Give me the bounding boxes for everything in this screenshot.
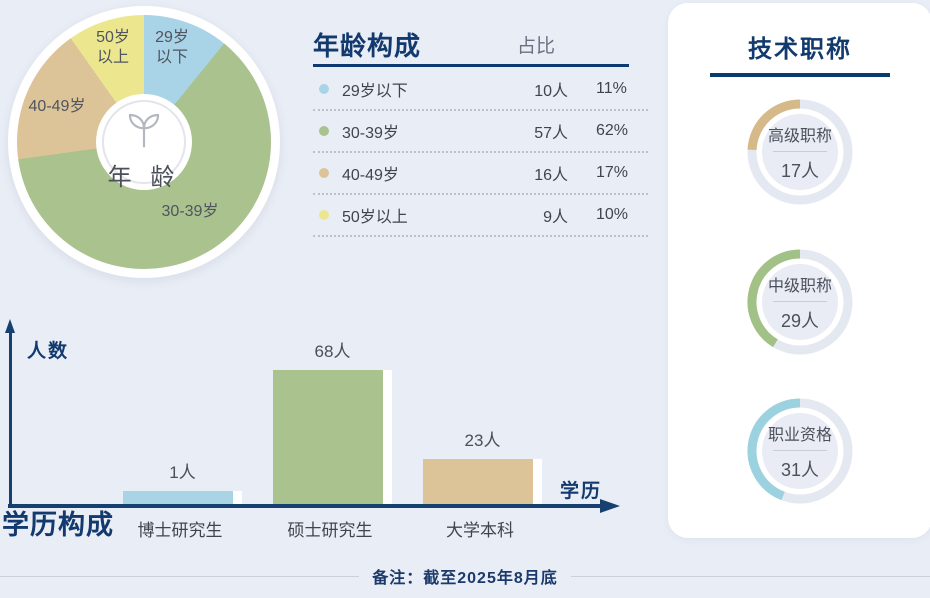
age-row-percent: 17% — [596, 164, 629, 181]
ring-label: 职业资格 — [767, 426, 832, 444]
table-row: 40-49岁 16人 17% — [313, 153, 648, 195]
y-axis-label: 人数 — [27, 341, 70, 362]
table-row: 30-39岁 57人 62% — [313, 111, 648, 153]
pie-label-40-49: 40-49岁 — [28, 98, 86, 115]
footer-divider-left — [0, 575, 360, 577]
table-row: 50岁以上 9人 10% — [313, 195, 648, 237]
age-row-label: 30-39岁 — [342, 125, 399, 142]
ring-senior-title: 高级职称 17人 — [742, 94, 858, 210]
ring-count: 29人 — [780, 310, 820, 331]
bar-value-label: 23人 — [464, 431, 501, 450]
footer-note: 备注：截至2025年8月底 — [0, 564, 930, 588]
ring-count: 31人 — [780, 459, 820, 480]
bar-category-label: 博士研究生 — [137, 521, 223, 540]
age-table-underline — [313, 64, 629, 67]
bar-rect — [423, 459, 542, 504]
legend-dot — [319, 210, 329, 220]
age-row-count: 10人 — [534, 83, 568, 100]
footer-note-text: 备注：截至2025年8月底 — [372, 570, 558, 587]
y-axis — [9, 332, 12, 508]
technical-titles-card: 技术职称 高级职称 17人 中级职称 29人 — [668, 3, 930, 538]
technical-titles-underline — [710, 73, 890, 77]
ring-separator — [773, 150, 827, 152]
age-table-title: 年龄构成 — [313, 32, 422, 61]
ring-intermediate-title: 中级职称 29人 — [742, 244, 858, 360]
age-row-count: 16人 — [534, 167, 568, 184]
bar-category-label: 大学本科 — [446, 521, 514, 540]
ring-count: 17人 — [780, 160, 820, 181]
age-row-percent: 10% — [596, 206, 629, 223]
legend-dot — [319, 126, 329, 136]
ring-label: 中级职称 — [767, 277, 832, 295]
age-donut-center-label: 年 龄 — [107, 164, 181, 191]
table-row: 29岁以下 10人 11% — [313, 69, 648, 111]
age-table-ratio-header: 占比 — [517, 36, 556, 57]
pie-label-under29: 29岁 以下 — [155, 29, 189, 66]
y-axis-arrow-icon — [5, 319, 15, 333]
bar-rect — [273, 370, 392, 504]
bar-value-label: 68人 — [314, 342, 351, 361]
ring-label: 高级职称 — [767, 127, 832, 145]
education-chart-title: 学历构成 — [2, 510, 114, 540]
legend-dot — [319, 84, 329, 94]
age-table: 年龄构成 占比 29岁以下 10人 11% 30-39岁 57人 62% 40-… — [313, 26, 648, 237]
ring-separator — [773, 449, 827, 451]
bar-doctoral: 1人 — [123, 458, 242, 504]
x-axis-label: 学历 — [560, 481, 603, 502]
pie-label-over50: 50岁 以上 — [96, 29, 130, 66]
age-donut-center-ring: 年 龄 — [102, 100, 186, 191]
age-donut-center: 年 龄 — [96, 94, 192, 191]
technical-titles-title: 技术职称 — [748, 37, 852, 63]
age-row-count: 9人 — [543, 209, 568, 226]
ring-professional-qualification: 职业资格 31人 — [742, 393, 858, 509]
age-row-count: 57人 — [534, 125, 568, 142]
footer-divider-right — [570, 575, 930, 577]
age-row-label: 40-49岁 — [342, 167, 399, 184]
age-row-label: 50岁以上 — [342, 209, 408, 226]
bar-masters: 68人 — [273, 337, 392, 504]
age-row-percent: 62% — [596, 122, 629, 139]
bar-rect — [123, 491, 242, 504]
x-axis — [8, 504, 602, 508]
bar-category-label: 硕士研究生 — [287, 521, 373, 540]
age-row-label: 29岁以下 — [342, 83, 408, 100]
pie-label-30-39: 30-39岁 — [161, 203, 219, 220]
bar-value-label: 1人 — [169, 463, 196, 482]
ring-separator — [773, 300, 827, 302]
sprout-icon — [125, 110, 163, 155]
bar-bachelor: 23人 — [423, 426, 542, 504]
x-axis-arrow-icon — [600, 499, 620, 513]
legend-dot — [319, 168, 329, 178]
age-row-percent: 11% — [596, 80, 627, 97]
